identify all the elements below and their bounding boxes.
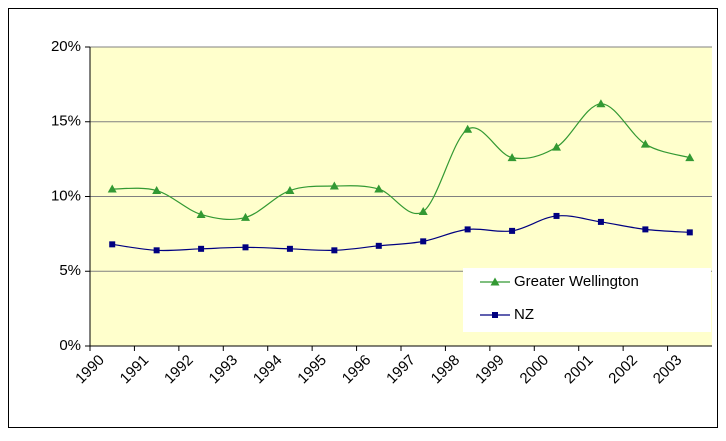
data-point xyxy=(464,226,471,233)
data-point xyxy=(463,124,473,133)
data-point xyxy=(109,241,116,248)
data-point xyxy=(152,186,162,195)
data-point xyxy=(153,247,160,254)
data-point xyxy=(642,226,649,233)
data-point xyxy=(507,153,517,162)
data-point xyxy=(492,312,498,318)
data-point xyxy=(509,227,516,234)
data-point xyxy=(329,181,339,190)
y-tick-label: 20% xyxy=(51,38,81,55)
data-point xyxy=(418,206,428,215)
data-point xyxy=(420,238,427,245)
data-point xyxy=(490,277,500,286)
data-point xyxy=(331,247,338,254)
data-point xyxy=(198,245,205,252)
data-point xyxy=(374,184,384,193)
legend-label: Greater Wellington xyxy=(514,273,639,290)
series-line xyxy=(112,215,690,252)
y-tick-label: 15% xyxy=(51,113,81,130)
data-point xyxy=(640,139,650,148)
data-point xyxy=(552,142,561,151)
data-point xyxy=(685,153,695,162)
data-point xyxy=(375,242,382,249)
y-tick-label: 0% xyxy=(59,337,81,354)
data-point xyxy=(196,209,206,218)
data-point xyxy=(107,184,117,193)
data-point xyxy=(597,218,604,225)
data-point xyxy=(286,245,293,252)
data-point xyxy=(553,212,560,219)
data-point xyxy=(242,244,249,251)
series-line xyxy=(112,103,690,221)
data-point xyxy=(686,229,693,236)
legend xyxy=(463,268,711,332)
data-point xyxy=(241,212,250,221)
legend-label: NZ xyxy=(514,306,534,323)
data-point xyxy=(285,186,295,195)
y-tick-label: 10% xyxy=(51,187,81,204)
data-point xyxy=(596,99,606,108)
y-tick-label: 5% xyxy=(59,262,81,279)
